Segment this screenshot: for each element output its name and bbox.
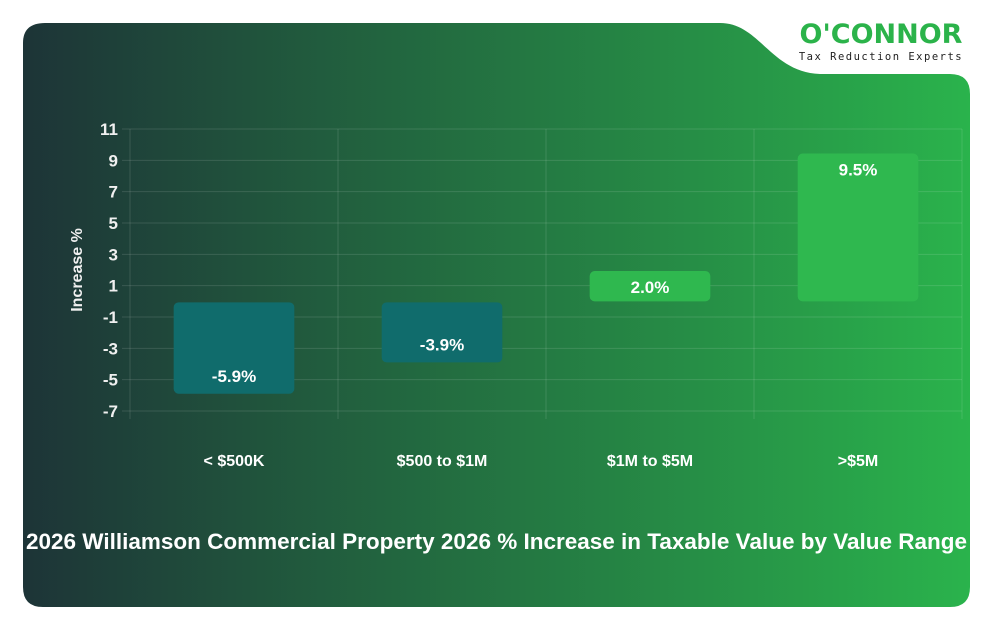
logo-wordmark: O'CONNOR (799, 19, 963, 50)
data-label: 2.0% (631, 278, 670, 297)
bar-2 (589, 271, 711, 302)
x-axis-ticks: < $500K $500 to $1M $1M to $5M >$5M (204, 453, 879, 470)
data-label: 9.5% (839, 161, 878, 180)
bar-3 (797, 153, 919, 302)
x-tick-label: < $500K (204, 453, 265, 470)
x-tick-label: $500 to $1M (397, 453, 488, 470)
logo-tagline: Tax Reduction Experts (798, 51, 964, 63)
y-tick-label: 7 (109, 183, 118, 202)
y-tick-label: 3 (109, 245, 118, 264)
x-tick-label: $1M to $5M (607, 453, 693, 470)
bars: -5.9% -3.9% 2.0% 9.5% (173, 153, 919, 394)
bar-1 (381, 302, 503, 363)
y-tick-label: -1 (103, 308, 118, 327)
oconnor-logo: O'CONNOR Tax Reduction Experts (786, 19, 976, 64)
chart-title: 2026 Williamson Commercial Property 2026… (25, 529, 968, 554)
y-tick-label: 1 (109, 277, 118, 296)
y-tick-label: 11 (100, 120, 118, 139)
data-label: -5.9% (212, 367, 256, 386)
data-label: -3.9% (420, 335, 464, 354)
y-tick-label: -3 (103, 339, 118, 358)
y-axis-label: Increase % (69, 228, 86, 312)
y-tick-label: 9 (109, 151, 118, 170)
y-tick-label: -5 (103, 371, 118, 390)
y-tick-label: 5 (109, 214, 118, 233)
y-axis-ticks: 11 9 7 5 3 1 -1 -3 -5 -7 (100, 120, 118, 421)
bar-0 (173, 302, 295, 394)
y-tick-label: -7 (103, 402, 118, 421)
x-tick-label: >$5M (838, 453, 878, 470)
